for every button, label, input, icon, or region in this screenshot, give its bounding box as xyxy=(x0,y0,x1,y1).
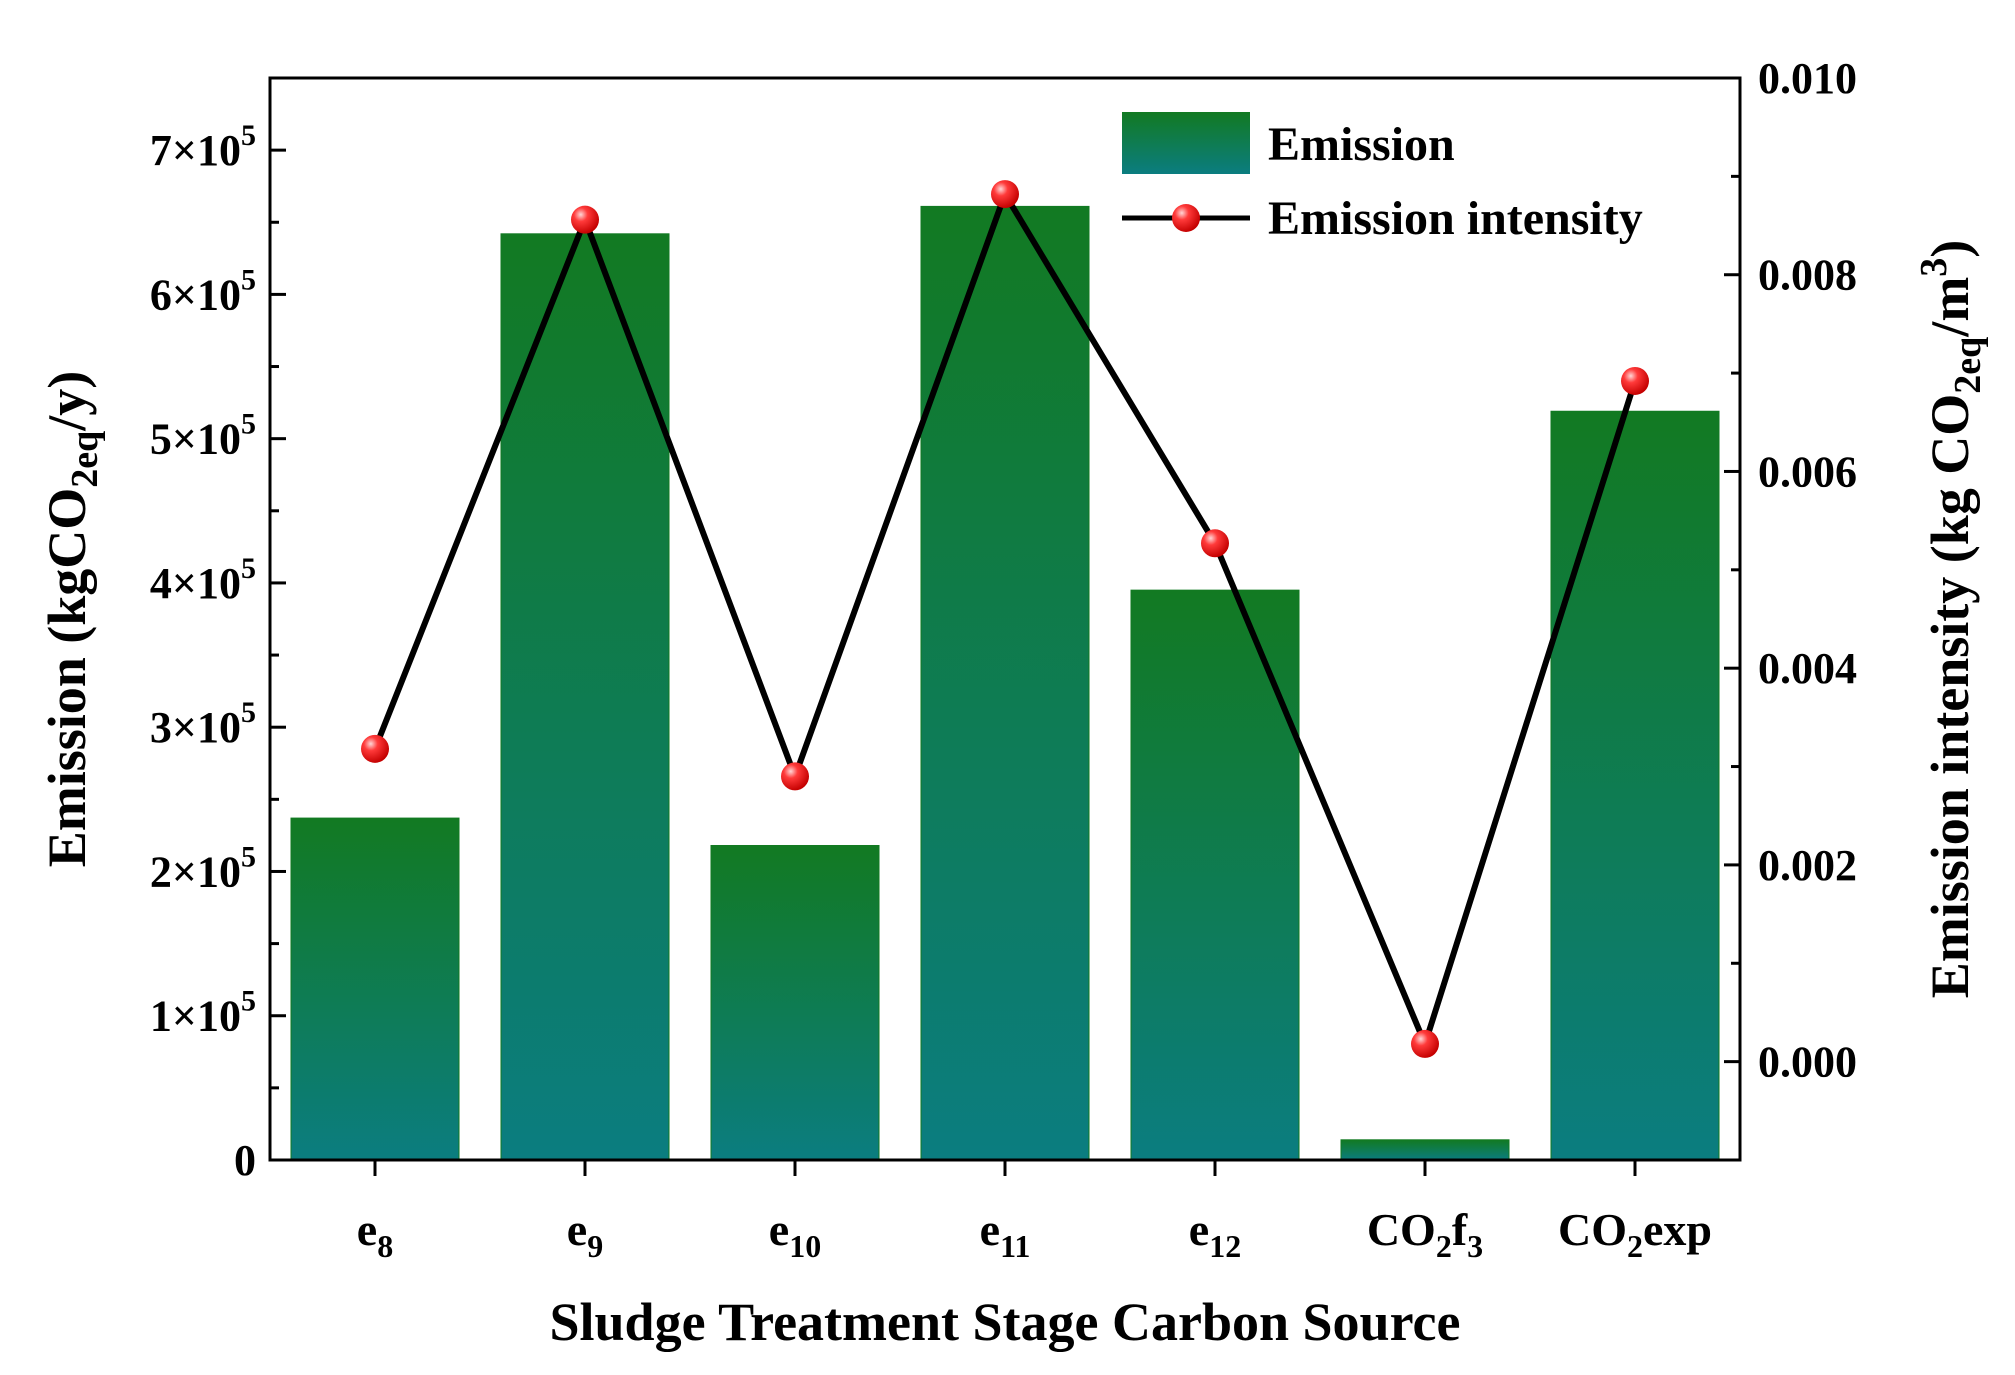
x-axis: e8 e9 e10 e11 e12 CO2f3 CO2exp xyxy=(357,1160,1712,1264)
category-label: e8 xyxy=(357,1204,393,1264)
emission-bar xyxy=(710,844,880,1161)
left-tick-label: 6×105 xyxy=(150,263,256,319)
x-axis-title: Sludge Treatment Stage Carbon Source xyxy=(549,1292,1460,1352)
emission-bar xyxy=(920,205,1090,1161)
legend-intensity-marker xyxy=(1172,204,1200,232)
intensity-marker xyxy=(1201,529,1229,558)
category-label: CO2exp xyxy=(1558,1204,1712,1264)
category-label: e10 xyxy=(769,1204,821,1264)
right-tick-label: 0.010 xyxy=(1758,54,1857,103)
emission-bar xyxy=(1550,410,1720,1161)
intensity-marker xyxy=(781,762,809,791)
intensity-marker xyxy=(991,180,1019,209)
bars-layer xyxy=(290,205,1720,1161)
left-tick-label: 5×105 xyxy=(150,408,256,464)
y-left-axis-title: Emission (kgCO2eq/y) xyxy=(37,371,106,868)
y-right-axis-title: Emission intensity (kg CO2eq/m3) xyxy=(1913,240,1989,999)
right-tick-label: 0.004 xyxy=(1758,644,1857,693)
left-tick-label: 1×105 xyxy=(150,985,256,1041)
left-tick-label: 4×105 xyxy=(150,552,256,608)
intensity-marker xyxy=(1411,1029,1439,1058)
left-tick-label: 0 xyxy=(234,1136,256,1185)
intensity-marker xyxy=(571,205,599,234)
left-tick-label: 3×105 xyxy=(150,696,256,752)
right-tick-label: 0.008 xyxy=(1758,251,1857,300)
legend-emission-label: Emission xyxy=(1268,118,1455,171)
emission-bar xyxy=(1130,589,1300,1161)
emission-bar xyxy=(290,817,460,1161)
right-tick-label: 0.000 xyxy=(1758,1038,1857,1087)
category-label: CO2f3 xyxy=(1367,1204,1483,1264)
legend-emission-swatch xyxy=(1122,112,1250,174)
emission-bar xyxy=(1340,1139,1510,1161)
left-tick-label: 2×105 xyxy=(150,840,256,896)
category-label: e12 xyxy=(1189,1204,1241,1264)
intensity-line-layer xyxy=(361,180,1649,1058)
category-label: e11 xyxy=(980,1204,1031,1264)
emission-bar xyxy=(500,233,670,1161)
right-axis: 0.000 0.002 0.004 0.006 0.008 0.010 xyxy=(1724,54,1857,1162)
left-axis: 0 1×105 2×105 3×105 4×105 5×105 6×105 7×105 xyxy=(150,119,286,1185)
intensity-marker xyxy=(361,734,389,763)
intensity-marker xyxy=(1621,366,1649,395)
category-label: e9 xyxy=(567,1204,603,1264)
right-tick-label: 0.006 xyxy=(1758,447,1857,496)
right-tick-label: 0.002 xyxy=(1758,841,1857,890)
left-tick-label: 7×105 xyxy=(150,119,256,175)
legend-intensity-label: Emission intensity xyxy=(1268,192,1643,245)
legend: Emission Emission intensity xyxy=(1122,112,1643,245)
